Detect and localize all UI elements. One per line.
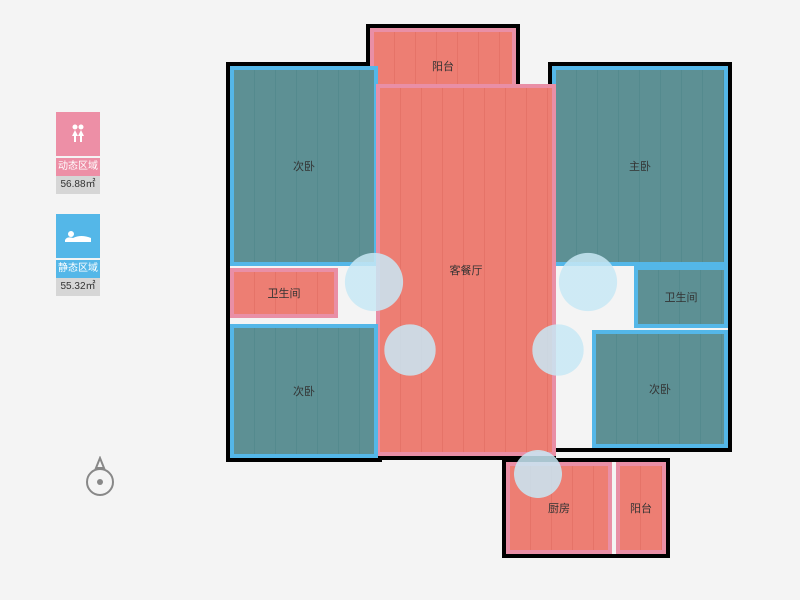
room-label: 厨房	[548, 500, 570, 516]
compass-icon	[82, 456, 118, 503]
room-label: 次卧	[649, 381, 671, 397]
room-次卧: 次卧	[230, 66, 378, 266]
room-阳台: 阳台	[370, 28, 516, 88]
room-label: 次卧	[293, 158, 315, 174]
room-label: 客餐厅	[450, 262, 483, 278]
room-label: 卫生间	[268, 285, 301, 301]
room-阳台: 阳台	[616, 462, 666, 554]
room-label: 次卧	[293, 383, 315, 399]
door-arc	[340, 248, 408, 316]
door-arc	[510, 446, 566, 502]
room-主卧: 主卧	[552, 66, 728, 266]
room-label: 阳台	[630, 500, 652, 516]
room-次卧: 次卧	[592, 330, 728, 448]
door-arc	[528, 320, 588, 380]
room-卫生间: 卫生间	[230, 268, 338, 318]
sleep-icon	[56, 214, 100, 258]
door-arc	[554, 248, 622, 316]
legend-value-static: 55.32㎡	[56, 278, 100, 296]
room-卫生间: 卫生间	[634, 266, 728, 328]
legend-label-dynamic: 动态区域	[56, 158, 100, 176]
legend: 动态区域 56.88㎡ 静态区域 55.32㎡	[56, 112, 100, 316]
room-次卧: 次卧	[230, 324, 378, 458]
room-label: 卫生间	[665, 289, 698, 305]
room-label: 主卧	[629, 158, 651, 174]
legend-item-dynamic: 动态区域 56.88㎡	[56, 112, 100, 194]
door-arc	[380, 320, 440, 380]
people-icon	[56, 112, 100, 156]
room-label: 阳台	[432, 58, 454, 74]
legend-value-dynamic: 56.88㎡	[56, 176, 100, 194]
legend-label-static: 静态区域	[56, 260, 100, 278]
legend-item-static: 静态区域 55.32㎡	[56, 214, 100, 296]
